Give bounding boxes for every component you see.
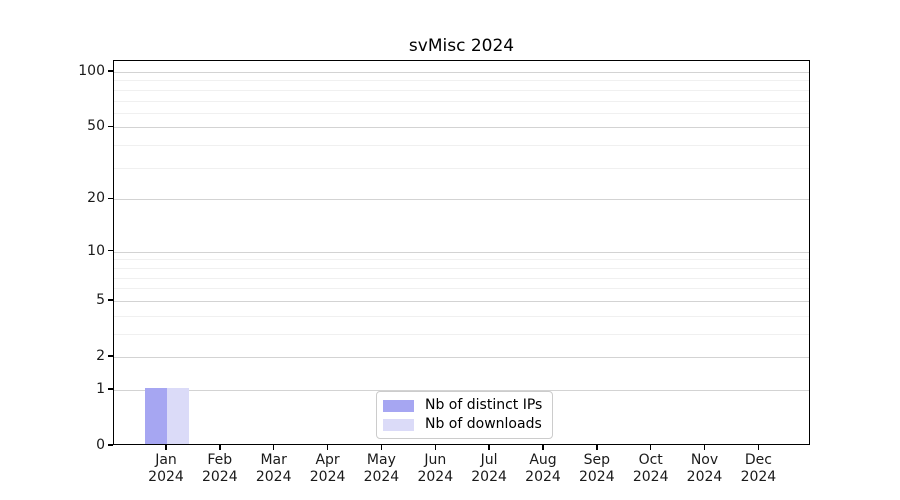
x-tick-dec	[757, 445, 760, 450]
legend-entry-distinct-ips: Nb of distinct IPs	[383, 398, 542, 413]
y-tick-20	[108, 197, 113, 199]
y-tick-1	[108, 388, 113, 390]
major-gridline-2	[114, 357, 809, 358]
x-tick-jun	[434, 445, 436, 450]
x-tick-label-aug: Aug 2024	[525, 452, 561, 485]
x-tick-mar	[272, 445, 275, 450]
x-tick-aug	[542, 445, 544, 450]
minor-gridline-90	[114, 80, 809, 82]
major-gridline-50	[114, 127, 809, 129]
minor-gridline-7	[114, 277, 809, 279]
y-tick-label-100: 100	[78, 63, 105, 79]
chart-title: svMisc 2024	[408, 36, 515, 56]
x-tick-label-may: May 2024	[363, 452, 400, 485]
x-tick-label-mar: Mar 2024	[255, 452, 292, 485]
x-tick-nov	[703, 445, 706, 450]
x-tick-label-jun: Jun 2024	[417, 452, 454, 485]
minor-gridline-9	[114, 259, 809, 261]
y-tick-label-10: 10	[87, 242, 105, 259]
major-gridline-20	[114, 199, 809, 201]
legend-label-distinct-ips: Nb of distinct IPs	[425, 397, 543, 413]
x-tick-label-jul: Jul 2024	[471, 452, 507, 485]
x-tick-jan	[165, 445, 167, 450]
major-gridline-100	[114, 72, 809, 73]
x-tick-oct	[649, 445, 652, 450]
y-tick-100	[108, 70, 113, 72]
minor-gridline-60	[114, 112, 809, 114]
y-tick-label-2: 2	[96, 348, 105, 364]
x-tick-label-apr: Apr 2024	[309, 452, 346, 485]
x-tick-label-feb: Feb 2024	[201, 452, 238, 485]
y-tick-label-20: 20	[87, 190, 105, 207]
minor-gridline-8	[114, 267, 809, 269]
minor-gridline-80	[114, 89, 809, 91]
y-tick-label-1: 1	[96, 380, 105, 397]
x-tick-sep	[596, 445, 598, 450]
minor-gridline-40	[114, 145, 809, 147]
x-tick-label-sep: Sep 2024	[578, 452, 615, 485]
major-gridline-1	[114, 389, 809, 391]
legend-label-downloads: Nb of downloads	[425, 416, 542, 432]
x-tick-may	[380, 445, 383, 450]
x-tick-label-jan: Jan 2024	[148, 452, 184, 485]
x-tick-jul	[488, 445, 490, 450]
minor-gridline-70	[114, 100, 809, 102]
minor-gridline-3	[114, 333, 809, 335]
x-tick-apr	[326, 445, 329, 450]
y-tick-label-50: 50	[87, 118, 105, 135]
minor-gridline-6	[114, 288, 809, 290]
bar-jan-nb-of-distinct-ips	[145, 387, 167, 444]
y-tick-2	[108, 355, 113, 357]
minor-gridline-4	[114, 315, 809, 317]
y-tick-10	[108, 249, 113, 252]
x-tick-feb	[219, 445, 221, 450]
legend: Nb of distinct IPs Nb of downloads	[376, 391, 554, 439]
y-tick-label-5: 5	[96, 291, 105, 308]
y-tick-0	[108, 444, 113, 446]
major-gridline-10	[114, 251, 809, 253]
x-tick-label-dec: Dec 2024	[740, 452, 777, 485]
bar-jan-nb-of-downloads	[167, 387, 189, 444]
y-tick-50	[108, 125, 113, 128]
x-tick-label-nov: Nov 2024	[686, 452, 723, 485]
legend-swatch-distinct-ips	[383, 399, 414, 412]
plot-area	[113, 60, 810, 445]
major-gridline-5	[114, 300, 809, 302]
y-tick-5	[108, 299, 113, 301]
x-tick-label-oct: Oct 2024	[632, 452, 669, 485]
legend-entry-downloads: Nb of downloads	[383, 417, 542, 432]
y-tick-label-0: 0	[96, 437, 105, 453]
legend-swatch-downloads	[383, 418, 414, 431]
minor-gridline-30	[114, 167, 809, 169]
